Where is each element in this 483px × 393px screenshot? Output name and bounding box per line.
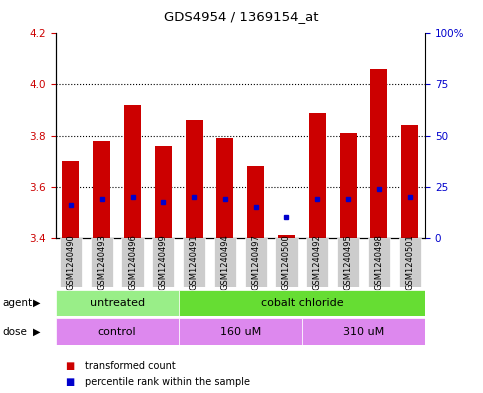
Text: GSM1240497: GSM1240497 bbox=[251, 234, 260, 290]
Bar bbox=[183, 238, 205, 287]
Bar bbox=[309, 112, 326, 238]
Text: percentile rank within the sample: percentile rank within the sample bbox=[85, 377, 250, 387]
Text: dose: dose bbox=[2, 327, 28, 337]
Bar bbox=[278, 235, 295, 238]
Bar bbox=[244, 238, 267, 287]
Bar bbox=[56, 318, 179, 345]
Text: GSM1240492: GSM1240492 bbox=[313, 235, 322, 290]
Text: ▶: ▶ bbox=[33, 298, 41, 308]
Text: GSM1240493: GSM1240493 bbox=[97, 234, 106, 290]
Text: GSM1240490: GSM1240490 bbox=[67, 235, 75, 290]
Text: agent: agent bbox=[2, 298, 32, 308]
Bar bbox=[179, 290, 425, 316]
Text: GSM1240495: GSM1240495 bbox=[343, 235, 353, 290]
Text: cobalt chloride: cobalt chloride bbox=[260, 298, 343, 308]
Text: ▶: ▶ bbox=[33, 327, 41, 337]
Text: GSM1240494: GSM1240494 bbox=[220, 235, 229, 290]
Text: GDS4954 / 1369154_at: GDS4954 / 1369154_at bbox=[164, 10, 319, 23]
Bar bbox=[56, 290, 179, 316]
Bar bbox=[216, 138, 233, 238]
Text: control: control bbox=[98, 327, 136, 337]
Bar bbox=[155, 146, 172, 238]
Text: GSM1240496: GSM1240496 bbox=[128, 234, 137, 290]
Bar bbox=[60, 238, 82, 287]
Bar bbox=[214, 238, 236, 287]
Bar bbox=[93, 141, 110, 238]
Text: GSM1240500: GSM1240500 bbox=[282, 235, 291, 290]
Bar bbox=[62, 161, 79, 238]
Bar bbox=[340, 133, 356, 238]
Bar bbox=[185, 120, 202, 238]
Bar bbox=[302, 318, 425, 345]
Bar bbox=[398, 238, 421, 287]
Bar bbox=[337, 238, 359, 287]
Bar bbox=[121, 238, 143, 287]
Text: untreated: untreated bbox=[89, 298, 145, 308]
Bar bbox=[124, 105, 141, 238]
Bar bbox=[401, 125, 418, 238]
Text: ■: ■ bbox=[65, 377, 74, 387]
Bar bbox=[306, 238, 328, 287]
Bar bbox=[370, 69, 387, 238]
Bar bbox=[179, 318, 302, 345]
Bar bbox=[368, 238, 390, 287]
Text: transformed count: transformed count bbox=[85, 361, 175, 371]
Text: GSM1240498: GSM1240498 bbox=[374, 234, 384, 290]
Text: GSM1240501: GSM1240501 bbox=[405, 235, 414, 290]
Text: GSM1240499: GSM1240499 bbox=[159, 235, 168, 290]
Bar bbox=[91, 238, 113, 287]
Bar bbox=[152, 238, 174, 287]
Text: 310 uM: 310 uM bbox=[343, 327, 384, 337]
Text: GSM1240491: GSM1240491 bbox=[190, 235, 199, 290]
Text: ■: ■ bbox=[65, 361, 74, 371]
Bar bbox=[247, 166, 264, 238]
Bar bbox=[275, 238, 298, 287]
Text: 160 uM: 160 uM bbox=[220, 327, 261, 337]
